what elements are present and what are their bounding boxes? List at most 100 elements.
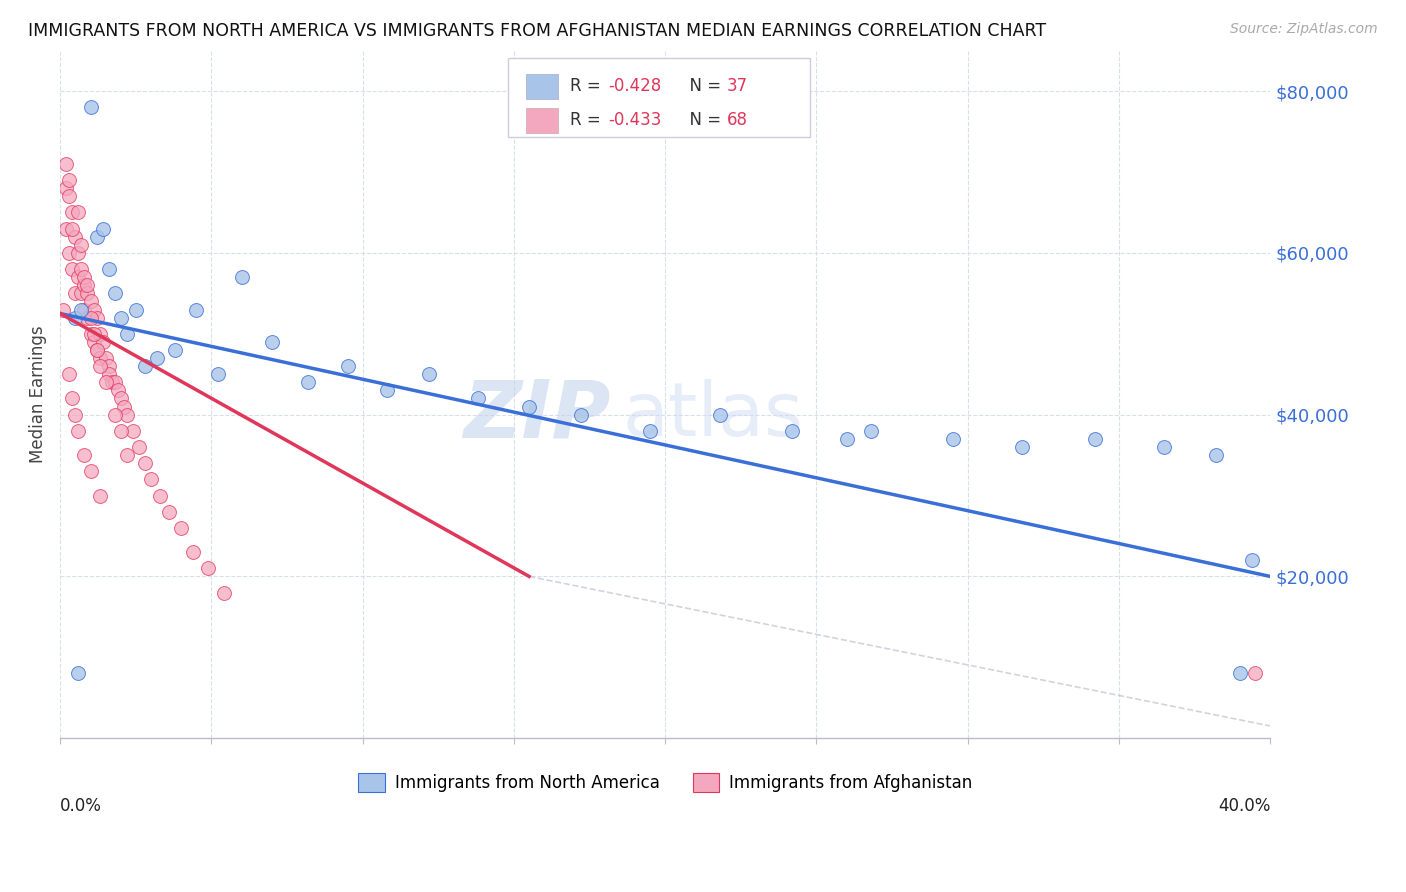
Point [297,376,319,390]
Point [91,334,114,349]
Point [55,221,77,235]
FancyBboxPatch shape [508,58,810,136]
Point [569,408,592,422]
Point [97,368,120,382]
Point [336,359,359,373]
Point [86,343,108,357]
Point [97,262,120,277]
Text: R =: R = [569,78,606,95]
Point [86,229,108,244]
Point [942,432,965,446]
Text: -0.433: -0.433 [609,112,662,129]
Text: 40.0%: 40.0% [1218,797,1270,814]
Point [112,400,135,414]
Point [212,585,235,599]
Y-axis label: Median Earnings: Median Earnings [30,326,46,463]
Point [418,368,440,382]
Text: -0.428: -0.428 [609,78,662,95]
Point [89,359,111,373]
Point [83,302,105,317]
Text: ZIP: ZIP [464,376,610,454]
Point [73,302,96,317]
Point [58,173,80,187]
Point [110,392,132,406]
Point [104,286,127,301]
Point [83,334,105,349]
Point [104,408,127,422]
Point [134,359,156,373]
Point [157,505,180,519]
Point [1153,440,1175,454]
Point [100,376,122,390]
Point [67,246,90,260]
Point [1205,448,1227,462]
Point [65,286,87,301]
Point [170,521,193,535]
Point [128,440,150,454]
Point [197,561,219,575]
Point [110,310,132,325]
Point [70,262,93,277]
Text: Source: ZipAtlas.com: Source: ZipAtlas.com [1230,22,1378,37]
Point [110,424,132,438]
Point [79,464,101,478]
Legend: Immigrants from North America, Immigrants from Afghanistan: Immigrants from North America, Immigrant… [352,766,980,798]
Point [60,221,83,235]
Text: 0.0%: 0.0% [60,797,103,814]
Point [107,384,129,398]
Point [125,302,148,317]
Point [79,294,101,309]
Point [97,359,120,373]
Point [134,456,156,470]
Point [231,270,253,285]
Point [104,376,127,390]
Point [165,343,187,357]
Point [76,278,98,293]
Point [89,326,111,341]
Point [89,351,111,365]
Point [94,351,117,365]
Point [94,376,117,390]
Point [52,302,75,317]
Point [73,448,96,462]
Point [76,310,98,325]
Point [70,286,93,301]
Point [638,424,661,438]
Point [89,489,111,503]
Point [73,278,96,293]
Point [780,424,803,438]
Point [859,424,882,438]
Point [139,472,162,486]
Point [58,368,80,382]
Point [1229,666,1251,681]
Point [91,221,114,235]
Point [65,310,87,325]
Point [79,100,101,114]
FancyBboxPatch shape [526,74,558,99]
Point [58,189,80,203]
Text: R =: R = [569,112,606,129]
Point [115,448,138,462]
Text: N =: N = [679,78,725,95]
Point [60,262,83,277]
Point [55,181,77,195]
Point [186,302,208,317]
Point [55,157,77,171]
Point [83,326,105,341]
Text: 37: 37 [727,78,748,95]
Point [86,310,108,325]
Point [146,351,169,365]
Point [65,408,87,422]
FancyBboxPatch shape [526,108,558,133]
Point [183,545,205,559]
Point [67,424,90,438]
Point [60,205,83,219]
Point [79,326,101,341]
Point [67,205,90,219]
Point [67,270,90,285]
Text: N =: N = [679,112,725,129]
Point [73,270,96,285]
Point [1084,432,1107,446]
Point [86,343,108,357]
Point [1011,440,1033,454]
